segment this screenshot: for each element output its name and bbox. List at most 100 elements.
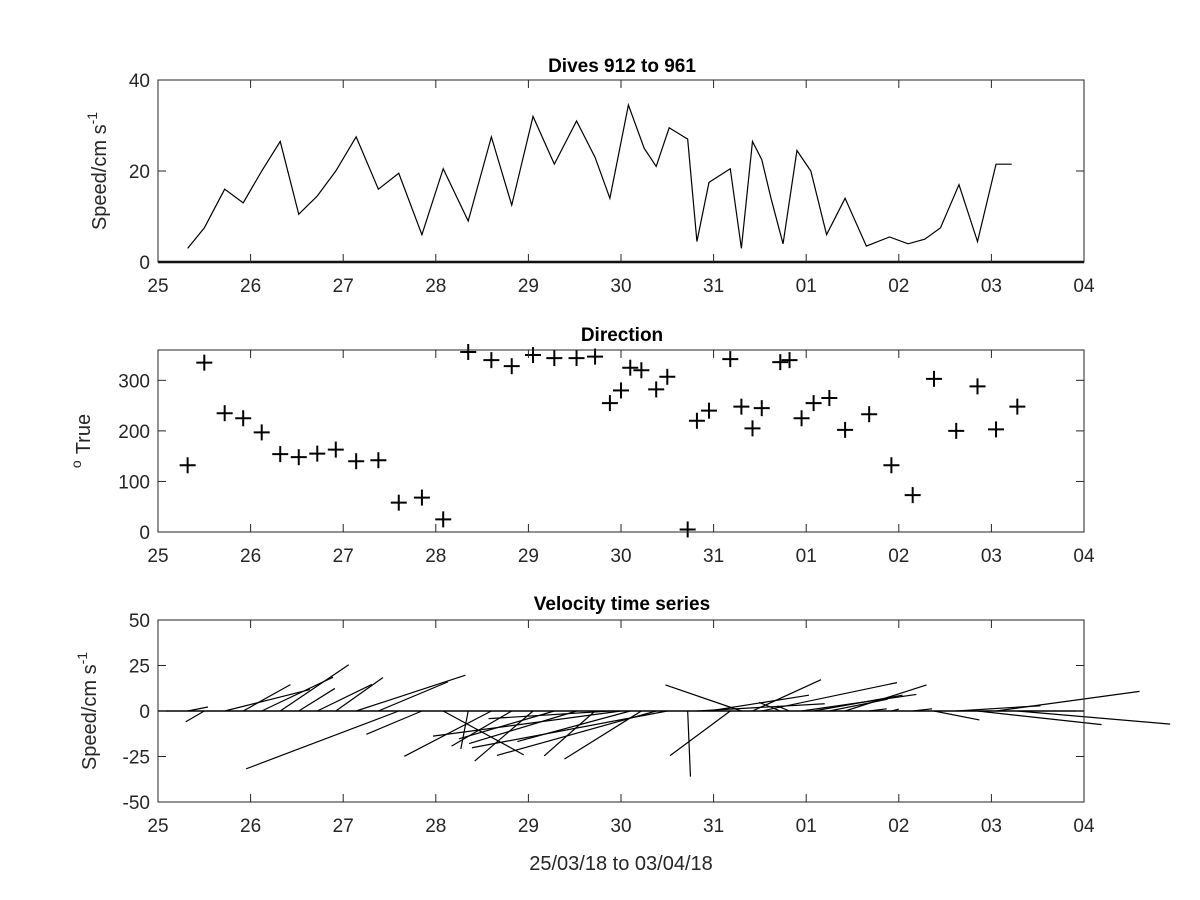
direction-point [290,449,307,466]
direction-point [837,421,854,438]
direction-point [659,368,676,385]
direction-point [460,344,477,361]
direction-point [904,487,921,504]
direction-panel: Direction 25 26 27 28 29 30 31 01 02 03 04 0 100 200… [68,325,1095,567]
velocity-vector [378,681,449,712]
speed-x-ticks: 25 26 27 28 29 30 31 01 02 03 04 [147,80,1095,297]
velocity-x-tick-label: 31 [703,816,724,837]
velocity-vector [1017,710,1171,725]
velocity-x-tick-label: 28 [425,816,446,837]
velocity-vector [995,690,1140,712]
direction-point [196,354,213,371]
speed-y-axis-label-superscript: -1 [84,112,100,125]
velocity-vector [442,710,525,756]
direction-point [772,354,789,371]
speed-x-tick-label: 27 [333,276,354,297]
direction-point [988,421,1005,438]
velocity-vector [977,710,1102,726]
velocity-vector [488,710,610,720]
velocity-vector [933,710,980,721]
direction-point [733,398,750,415]
velocity-x-tick-label: 27 [333,816,354,837]
direction-point [327,441,344,458]
direction-point [435,511,452,528]
direction-point [805,395,822,412]
velocity-y-tick-label: 25 [129,657,150,678]
direction-point [622,359,639,376]
speed-x-tick-label: 28 [425,276,446,297]
direction-point [793,410,810,427]
direction-point [216,405,233,422]
velocity-vector [471,710,668,749]
direction-x-tick-label: 27 [333,546,354,567]
velocity-vector [761,682,898,712]
velocity-x-tick-label: 01 [796,816,817,837]
speed-x-tick-label: 03 [981,276,1002,297]
velocity-x-tick-label: 25 [147,816,168,837]
direction-x-ticks: 25 26 27 28 29 30 31 01 02 03 04 [147,350,1095,567]
direction-point [253,424,270,441]
direction-point [413,489,430,506]
velocity-vector [891,708,899,712]
velocity-y-tick-label: 50 [129,611,150,632]
direction-y-tick-label: 200 [118,422,150,443]
direction-y-ticks: 0 100 200 300 [118,371,1084,544]
speed-x-tick-label: 29 [518,276,539,297]
speed-x-tick-label: 31 [703,276,724,297]
direction-y-axis-label-superscript: o [68,460,84,468]
velocity-vector [669,710,731,757]
direction-point [753,400,770,417]
speed-y-tick-label: 40 [129,71,150,92]
velocity-x-tick-label: 04 [1073,816,1095,837]
direction-point [821,390,838,407]
direction-x-tick-label: 25 [147,546,168,567]
velocity-plot-area [158,664,1171,777]
direction-x-tick-label: 30 [610,546,631,567]
direction-point [948,422,965,439]
velocity-vector [298,687,336,712]
velocity-x-tick-label: 03 [981,816,1002,837]
velocity-vector [451,710,513,747]
speed-panel-title: Dives 912 to 961 [548,56,696,77]
velocity-vector [829,698,888,712]
velocity-vector [752,679,822,712]
velocity-x-tick-label: 26 [240,816,261,837]
speed-x-tick-label: 04 [1073,276,1095,297]
speed-series-line [187,102,1012,249]
direction-point [613,382,629,399]
speed-panel: Dives 912 to 961 25 26 27 28 29 30 31 01 02 03 04 … [84,56,1095,297]
velocity-y-ticks: -50 -25 0 25 50 [123,611,1084,814]
direction-point [883,457,900,474]
velocity-panel-title: Velocity time series [534,594,710,615]
direction-x-tick-label: 03 [981,546,1002,567]
velocity-vector [665,684,742,712]
velocity-y-axis-label-text: Speed/cm s [79,664,101,770]
direction-point [568,350,585,367]
direction-y-tick-label: 100 [118,472,150,493]
direction-point [370,452,387,469]
velocity-y-tick-label: 0 [139,702,150,723]
velocity-panel: Velocity time series 25 26 27 28 29 30 31 01 02 0… [74,594,1171,875]
direction-point [925,370,942,387]
direction-point [700,402,717,419]
direction-point [348,453,365,470]
direction-point [483,352,500,369]
velocity-vector [224,688,311,712]
velocity-x-ticks: 25 26 27 28 29 30 31 01 02 03 04 [147,620,1095,837]
velocity-vector [543,710,596,757]
direction-point [179,457,196,474]
velocity-vector [242,684,291,712]
direction-plot-area [179,344,1026,538]
direction-x-tick-label: 26 [240,546,261,567]
direction-point [587,348,604,365]
velocity-vector [758,701,781,712]
speed-x-tick-label: 25 [147,276,168,297]
velocity-y-axis-label: Speed/cm s-1 [74,652,101,770]
direction-point [503,358,520,375]
velocity-vector [468,710,577,745]
direction-y-tick-label: 0 [139,523,150,544]
direction-point [648,381,665,398]
velocity-vector [912,708,933,712]
direction-point [235,410,252,427]
velocity-vector [432,710,622,737]
